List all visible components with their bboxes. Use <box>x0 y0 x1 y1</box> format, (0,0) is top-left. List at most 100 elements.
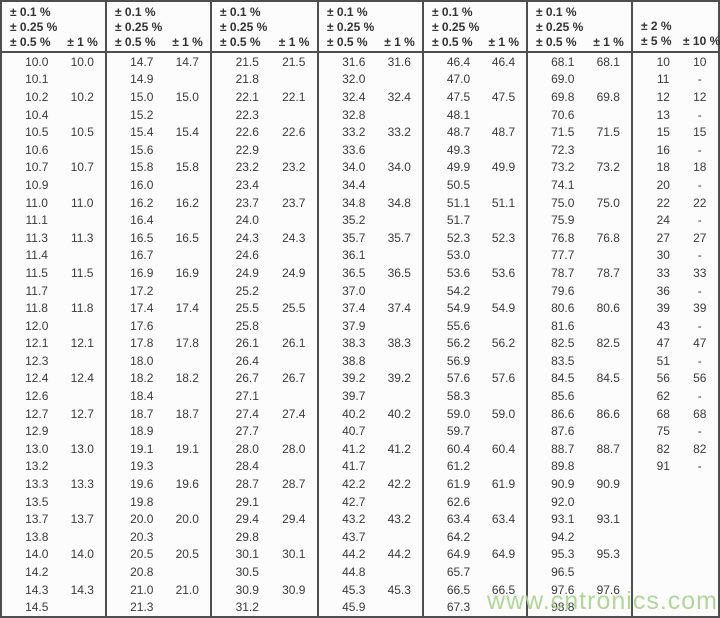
series-column-group-6: ± 0.1 % ± 0.25 % ± 0.5 % ± 1 % 68.1 68.1 69.0 6… <box>526 2 631 616</box>
table-row: 13.5 <box>2 493 105 511</box>
value-cell-fine: 86.6 <box>551 406 575 421</box>
value-cell-fine: 12.0 <box>25 318 49 333</box>
value-cell-fine: 28.4 <box>235 459 259 474</box>
value-rows: 10.0 10.0 10.1 10.2 10.2 10.4 10.5 10.5 10.6 10.7… <box>2 53 105 616</box>
table-row: 38.8 <box>319 352 422 370</box>
value-cell-coarse: - <box>697 107 702 122</box>
table-row: 27.4 27.4 <box>212 405 317 423</box>
table-row: 29.4 29.4 <box>212 510 317 528</box>
table-row: 10.0 10.0 <box>2 53 105 71</box>
value-cell-fine: 78.7 <box>551 265 575 280</box>
table-row: 11.0 11.0 <box>2 194 105 212</box>
value-cell-coarse <box>60 71 106 89</box>
table-row: 92.0 <box>528 493 631 511</box>
value-cell-fine: 12.7 <box>25 406 49 421</box>
table-row: 45.3 45.3 <box>319 581 422 599</box>
value-cell-coarse <box>165 387 211 405</box>
value-cell-fine <box>645 581 682 599</box>
value-cell-coarse: - <box>697 283 702 298</box>
value-cell-coarse <box>60 528 106 546</box>
value-cell-fine: 45.9 <box>342 600 366 615</box>
value-cell-coarse <box>60 106 106 124</box>
table-row: 30.5 <box>212 563 317 581</box>
value-cell-coarse <box>165 71 211 89</box>
tolerance-label: ± 0.25 % <box>220 20 268 34</box>
tolerance-label: ± 5 % <box>641 34 672 48</box>
value-cell-fine: 34.8 <box>342 195 366 210</box>
table-row: 31.2 <box>212 598 317 616</box>
value-cell-fine: 19.6 <box>130 477 154 492</box>
table-row: 59.7 <box>424 422 526 440</box>
value-cell-coarse <box>377 176 423 194</box>
value-cell-coarse: 68.1 <box>596 54 620 69</box>
table-row: 38.3 38.3 <box>319 335 422 353</box>
value-cell-coarse <box>271 71 318 89</box>
value-cell-fine: 19.3 <box>130 459 154 474</box>
value-cell-fine: 82.5 <box>551 336 575 351</box>
value-cell-fine: 24.0 <box>235 213 259 228</box>
value-cell-coarse: 16.9 <box>175 265 199 280</box>
table-row: 33 33 <box>633 264 718 282</box>
table-row: 18.7 18.7 <box>107 405 210 423</box>
value-cell-fine <box>645 598 682 616</box>
value-cell-coarse: 90.9 <box>596 477 620 492</box>
table-row: 53.0 <box>424 247 526 265</box>
table-row: 21.3 <box>107 598 210 616</box>
value-cell-fine: 30.1 <box>235 547 259 562</box>
value-cell-fine: 81.6 <box>551 318 575 333</box>
value-cell-fine: 18 <box>656 160 670 175</box>
value-cell-fine: 14.3 <box>25 582 49 597</box>
value-cell-coarse <box>586 247 632 265</box>
value-cell-coarse: 14.7 <box>175 54 199 69</box>
value-cell-coarse: 12.1 <box>70 336 94 351</box>
value-cell-fine: 17.4 <box>130 301 154 316</box>
table-row: 24.6 <box>212 247 317 265</box>
value-cell-fine: 85.6 <box>551 389 575 404</box>
table-row: 26.1 26.1 <box>212 335 317 353</box>
value-cell-fine <box>645 475 682 493</box>
tolerance-label: ± 0.5 % <box>536 35 577 49</box>
table-row: 12 12 <box>633 88 718 106</box>
value-cell-fine: 83.5 <box>551 353 575 368</box>
value-cell-fine: 79.6 <box>551 283 575 298</box>
series-column-group-3: ± 0.1 % ± 0.25 % ± 0.5 % ± 1 % 21.5 21.5 21.8 2… <box>210 2 317 616</box>
table-row: 32.8 <box>319 106 422 124</box>
table-row: 17.6 <box>107 317 210 335</box>
value-cell-coarse: - <box>697 142 702 157</box>
value-cell-fine: 62.6 <box>446 494 471 509</box>
table-row: 48.1 <box>424 106 526 124</box>
table-row <box>633 493 718 511</box>
table-row: 42.2 42.2 <box>319 475 422 493</box>
value-cell-fine: 32.0 <box>342 72 366 87</box>
value-cell-coarse <box>60 317 106 335</box>
value-cell-fine: 16.7 <box>130 248 154 263</box>
table-row: 32.0 <box>319 71 422 89</box>
table-row: 47.5 47.5 <box>424 88 526 106</box>
value-cell-coarse: 53.6 <box>491 265 516 280</box>
value-cell-coarse <box>481 211 526 229</box>
value-cell-fine: 43.2 <box>342 512 366 527</box>
value-cell-fine: 38.8 <box>342 353 366 368</box>
value-cell-coarse: 23.2 <box>282 160 306 175</box>
table-row: 12.6 <box>2 387 105 405</box>
value-cell-coarse <box>60 458 106 476</box>
table-row: 39.7 <box>319 387 422 405</box>
table-row: 57.6 57.6 <box>424 370 526 388</box>
value-cell-fine <box>645 563 682 581</box>
table-row: 29.8 <box>212 528 317 546</box>
value-cell-fine: 16 <box>656 142 670 157</box>
tolerance-label-right: ± 1 % <box>172 35 203 49</box>
value-cell-coarse <box>60 282 106 300</box>
table-row: 51 - <box>633 352 718 370</box>
value-cell-fine: 12.3 <box>25 353 49 368</box>
value-cell-coarse <box>586 422 632 440</box>
value-cell-coarse: 10.7 <box>70 160 94 175</box>
value-cell-coarse <box>481 352 526 370</box>
value-cell-coarse: 30.9 <box>282 582 306 597</box>
value-cell-coarse <box>586 176 632 194</box>
value-cell-fine: 10.4 <box>25 107 49 122</box>
value-cell-coarse: 30.1 <box>282 547 306 562</box>
tolerance-label: ± 0.5 % <box>220 35 261 49</box>
table-row: 13.3 13.3 <box>2 475 105 493</box>
table-row: 10.6 <box>2 141 105 159</box>
